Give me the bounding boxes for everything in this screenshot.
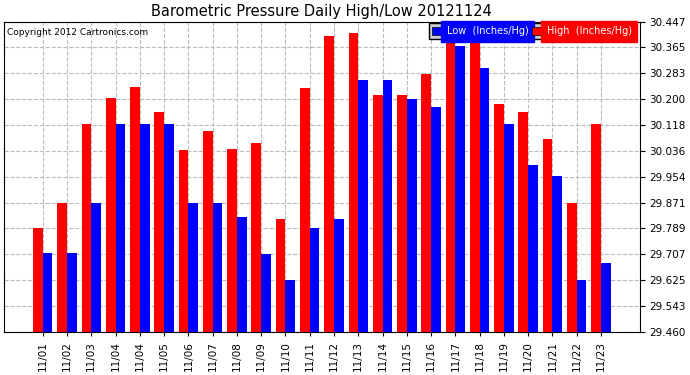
Bar bbox=[33, 228, 43, 332]
Bar bbox=[227, 149, 237, 332]
Bar bbox=[286, 280, 295, 332]
Bar bbox=[81, 124, 91, 332]
Bar bbox=[567, 203, 577, 332]
Bar bbox=[130, 87, 140, 332]
Bar bbox=[422, 74, 431, 332]
Text: Copyright 2012 Cartronics.com: Copyright 2012 Cartronics.com bbox=[8, 28, 148, 37]
Bar bbox=[262, 254, 271, 332]
Bar bbox=[203, 131, 213, 332]
Bar bbox=[601, 263, 611, 332]
Bar bbox=[591, 124, 601, 332]
Bar bbox=[494, 104, 504, 332]
Bar bbox=[164, 124, 174, 332]
Bar bbox=[155, 112, 164, 332]
Bar bbox=[543, 139, 553, 332]
Bar bbox=[310, 228, 319, 332]
Bar bbox=[504, 124, 513, 332]
Bar bbox=[334, 219, 344, 332]
Bar bbox=[480, 68, 489, 332]
Bar bbox=[140, 124, 150, 332]
Bar bbox=[397, 94, 407, 332]
Bar bbox=[358, 81, 368, 332]
Bar bbox=[470, 40, 480, 332]
Bar bbox=[116, 124, 126, 332]
Bar bbox=[213, 203, 222, 332]
Bar bbox=[179, 150, 188, 332]
Bar bbox=[373, 94, 382, 332]
Bar bbox=[407, 99, 417, 332]
Bar bbox=[348, 33, 358, 332]
Bar bbox=[529, 165, 538, 332]
Bar bbox=[67, 253, 77, 332]
Bar bbox=[237, 217, 246, 332]
Bar bbox=[577, 280, 586, 332]
Bar bbox=[455, 46, 465, 332]
Bar bbox=[300, 88, 310, 332]
Bar bbox=[553, 176, 562, 332]
Bar bbox=[91, 203, 101, 332]
Bar bbox=[446, 27, 455, 332]
Legend: Low  (Inches/Hg), High  (Inches/Hg): Low (Inches/Hg), High (Inches/Hg) bbox=[429, 24, 635, 39]
Bar bbox=[57, 203, 67, 332]
Bar bbox=[188, 203, 198, 332]
Bar bbox=[431, 107, 441, 332]
Bar bbox=[382, 81, 393, 332]
Title: Barometric Pressure Daily High/Low 20121124: Barometric Pressure Daily High/Low 20121… bbox=[151, 4, 493, 19]
Bar bbox=[106, 98, 116, 332]
Bar bbox=[324, 36, 334, 332]
Bar bbox=[43, 253, 52, 332]
Bar bbox=[276, 219, 286, 332]
Bar bbox=[518, 112, 529, 332]
Bar bbox=[251, 143, 262, 332]
